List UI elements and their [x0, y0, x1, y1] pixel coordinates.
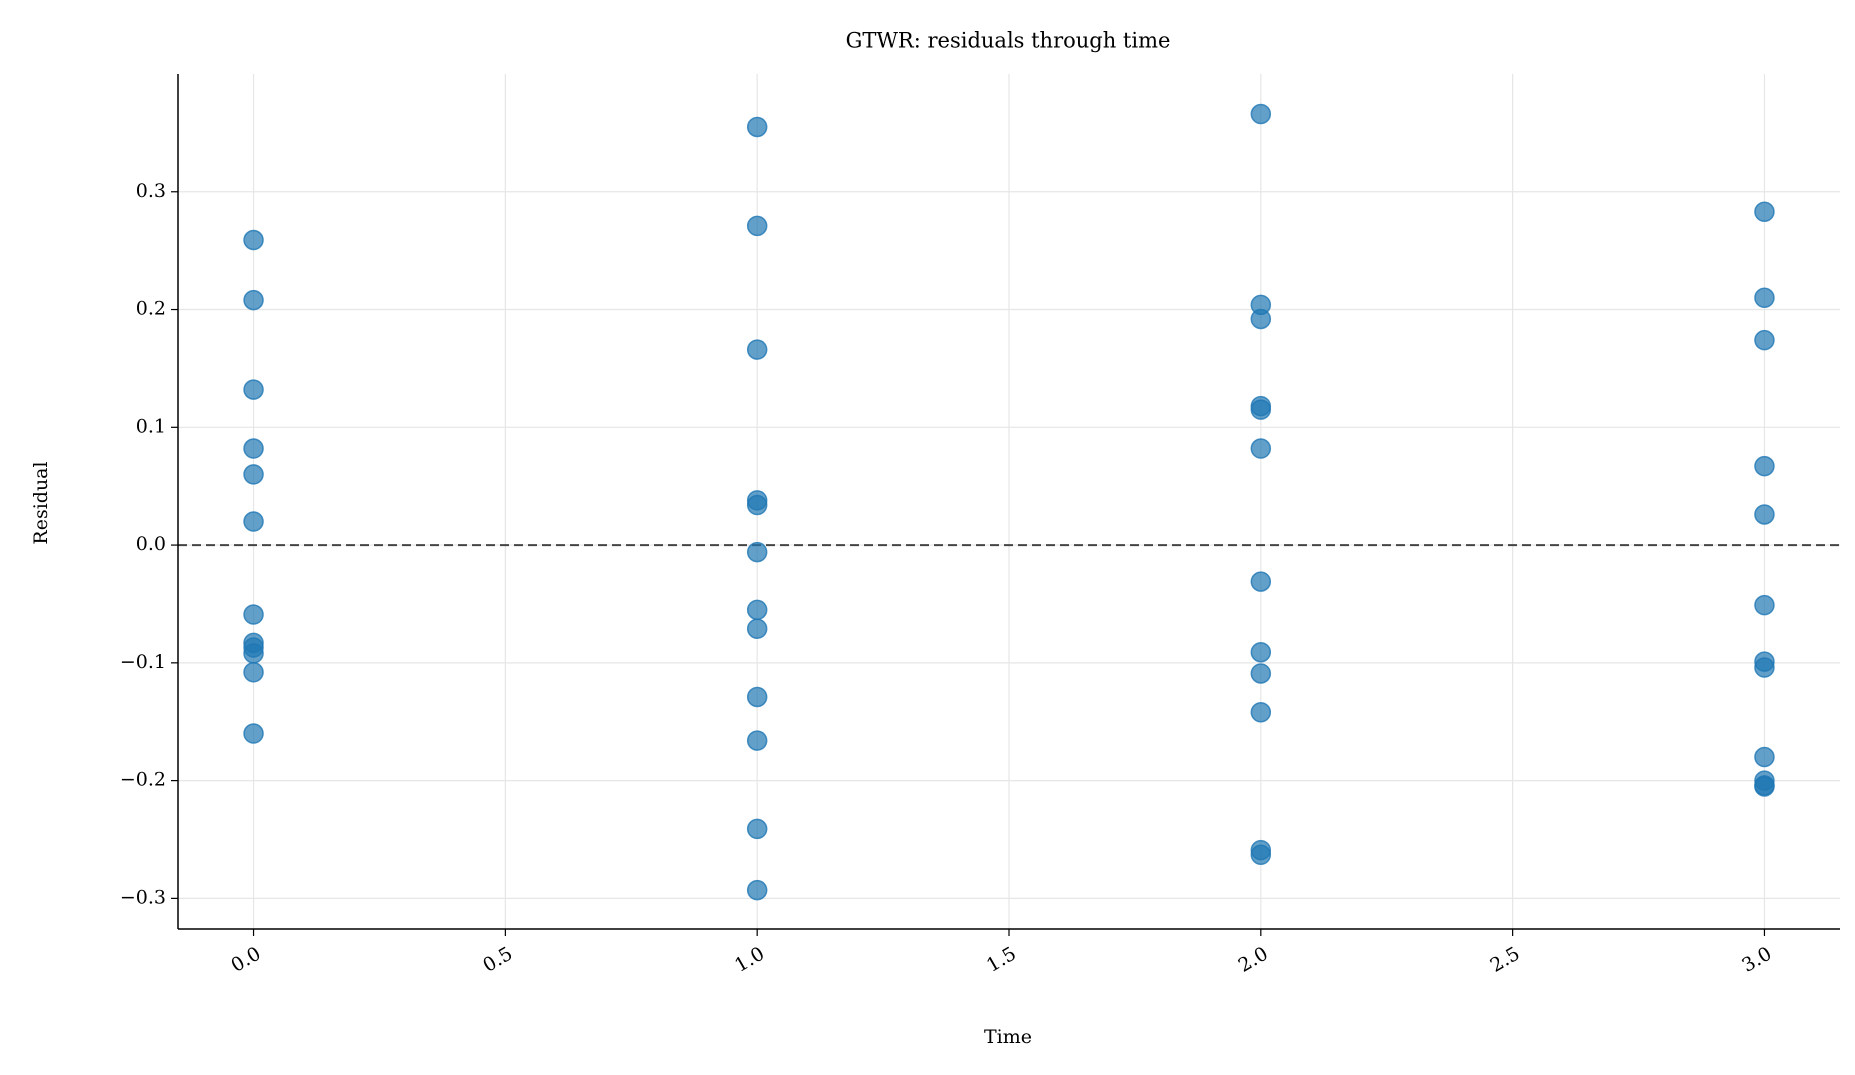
point	[1250, 438, 1272, 459]
point	[746, 618, 768, 639]
point	[243, 379, 264, 400]
point	[1754, 746, 1775, 768]
y-tick-label: 0.0	[136, 533, 166, 555]
y-tick-label: 0.2	[136, 298, 166, 320]
x-tick-label: 2.5	[1486, 943, 1523, 977]
x-tick-label: 2.0	[1235, 943, 1272, 977]
point	[243, 662, 264, 683]
point	[746, 730, 768, 751]
point	[1754, 594, 1775, 616]
point	[1250, 399, 1272, 420]
point	[243, 511, 264, 532]
point	[1250, 844, 1272, 866]
point	[1250, 308, 1272, 330]
point	[746, 339, 768, 360]
point	[746, 541, 768, 563]
point	[243, 289, 264, 311]
point	[746, 686, 768, 708]
point	[243, 438, 264, 459]
point	[243, 464, 264, 485]
point	[1754, 657, 1775, 678]
point	[243, 723, 264, 744]
point	[1754, 201, 1775, 223]
point	[746, 879, 768, 901]
point	[1754, 287, 1775, 309]
point	[1250, 663, 1272, 684]
y-tick-label: −0.2	[120, 769, 166, 791]
point	[1754, 776, 1775, 797]
x-tick-label: 0.0	[227, 943, 264, 977]
y-axis-label: Residual	[30, 461, 52, 544]
point	[243, 604, 264, 625]
x-axis-label: Time	[984, 1026, 1032, 1048]
point	[1250, 702, 1272, 723]
y-tick-label: −0.3	[120, 886, 166, 908]
point	[1250, 641, 1272, 663]
point	[746, 818, 768, 840]
point	[746, 494, 768, 516]
point	[1754, 504, 1775, 525]
chart-title: GTWR: residuals through time	[846, 29, 1171, 53]
point	[1250, 571, 1272, 592]
y-tick-label: −0.1	[120, 651, 166, 673]
x-tick-label: 0.5	[479, 943, 516, 977]
point	[1250, 103, 1272, 125]
x-tick-label: 3.0	[1738, 943, 1775, 977]
y-tick-label: 0.1	[136, 415, 166, 437]
x-tick-label: 1.0	[731, 943, 768, 977]
y-tick-label: 0.3	[136, 180, 166, 202]
point	[1754, 329, 1775, 351]
point	[243, 229, 264, 251]
x-tick-label: 1.5	[983, 943, 1020, 977]
point	[746, 116, 768, 138]
point	[1754, 455, 1775, 477]
point	[746, 599, 768, 621]
point	[746, 215, 768, 237]
point	[243, 643, 264, 664]
